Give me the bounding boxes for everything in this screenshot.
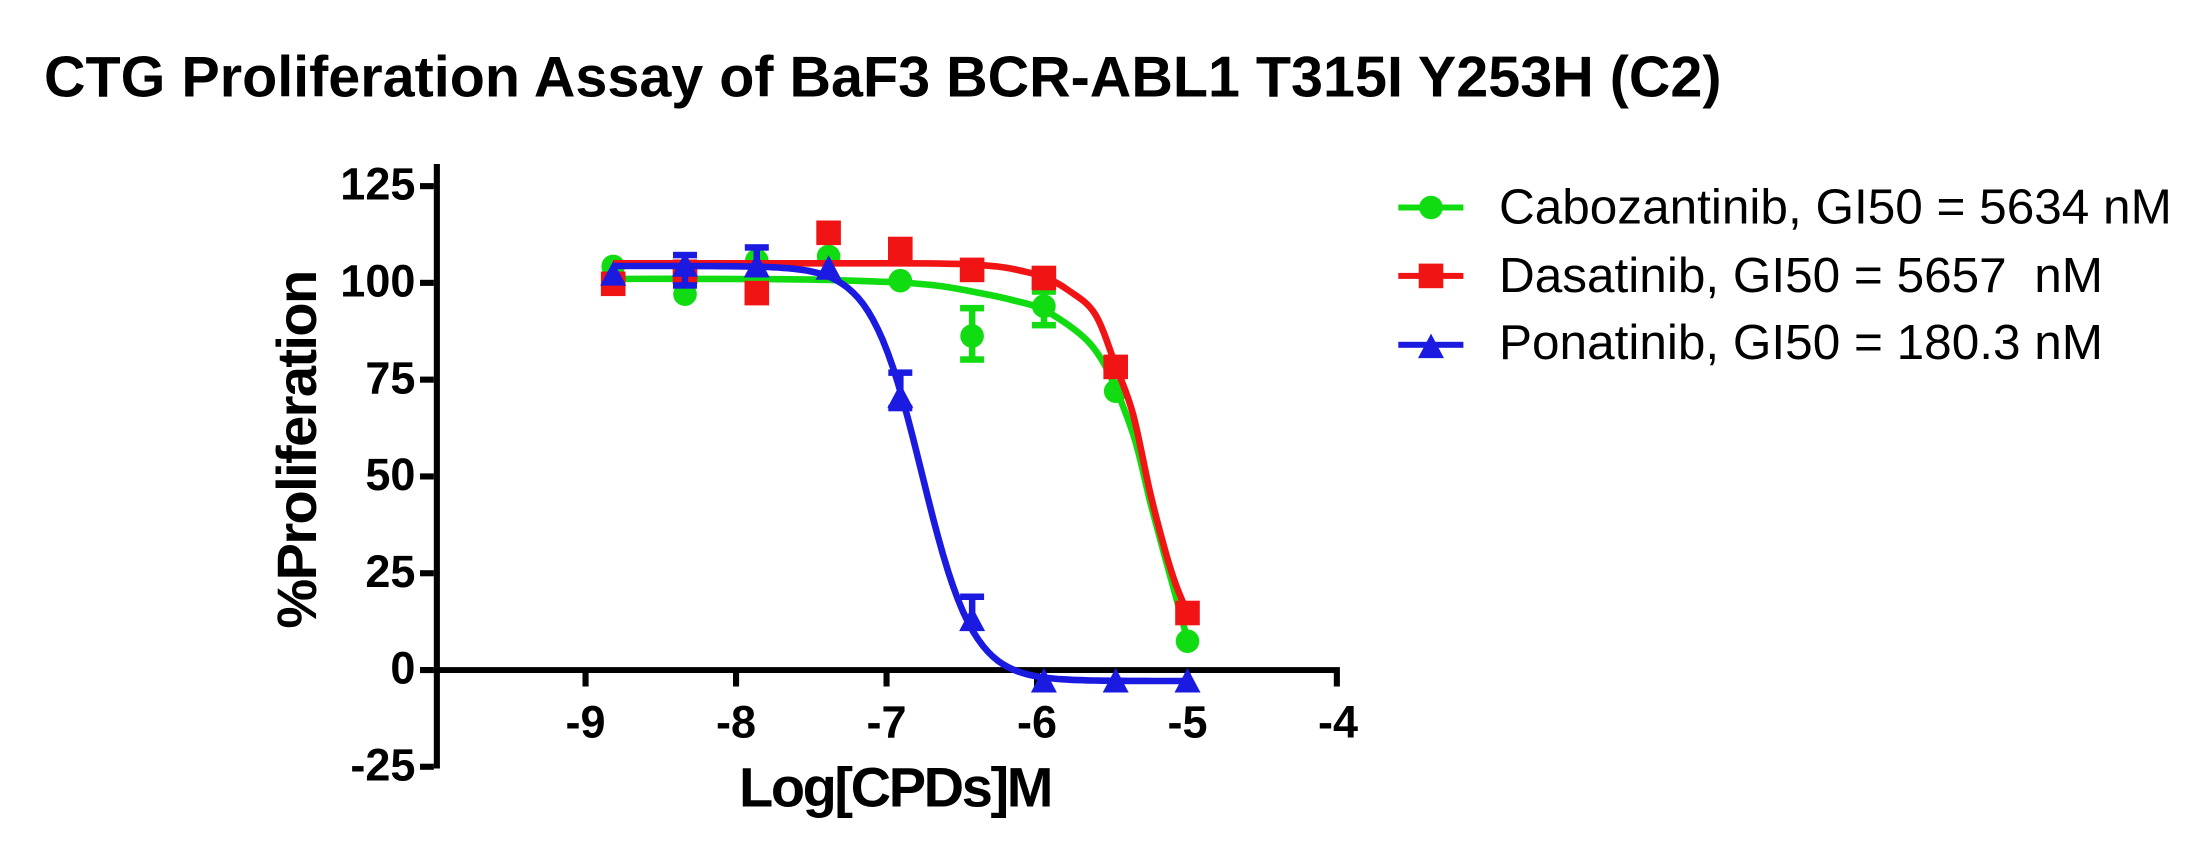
svg-text:75: 75 <box>365 352 415 403</box>
svg-text:0: 0 <box>390 643 415 694</box>
svg-text:-8: -8 <box>716 696 756 747</box>
svg-text:CTG Proliferation Assay of BaF: CTG Proliferation Assay of BaF3 BCR-ABL1… <box>44 46 1722 110</box>
svg-text:125: 125 <box>340 159 415 210</box>
svg-text:-5: -5 <box>1167 696 1207 747</box>
svg-text:Ponatinib, GI50 = 180.3 nM: Ponatinib, GI50 = 180.3 nM <box>1499 315 2103 370</box>
svg-text:Dasatinib, GI50 = 5657 nM: Dasatinib, GI50 = 5657 nM <box>1499 248 2103 303</box>
svg-text:Cabozantinib, GI50 = 5634 nM: Cabozantinib, GI50 = 5634 nM <box>1499 180 2172 235</box>
svg-text:Log[CPDs]M: Log[CPDs]M <box>739 756 1051 819</box>
svg-text:-7: -7 <box>866 696 906 747</box>
svg-text:-25: -25 <box>350 739 415 790</box>
svg-text:-4: -4 <box>1318 696 1358 747</box>
svg-text:50: 50 <box>365 449 415 500</box>
svg-text:%Proliferation: %Proliferation <box>265 271 328 628</box>
svg-text:-9: -9 <box>565 696 605 747</box>
svg-text:-6: -6 <box>1017 696 1057 747</box>
svg-text:25: 25 <box>365 546 415 597</box>
svg-text:100: 100 <box>340 256 415 307</box>
